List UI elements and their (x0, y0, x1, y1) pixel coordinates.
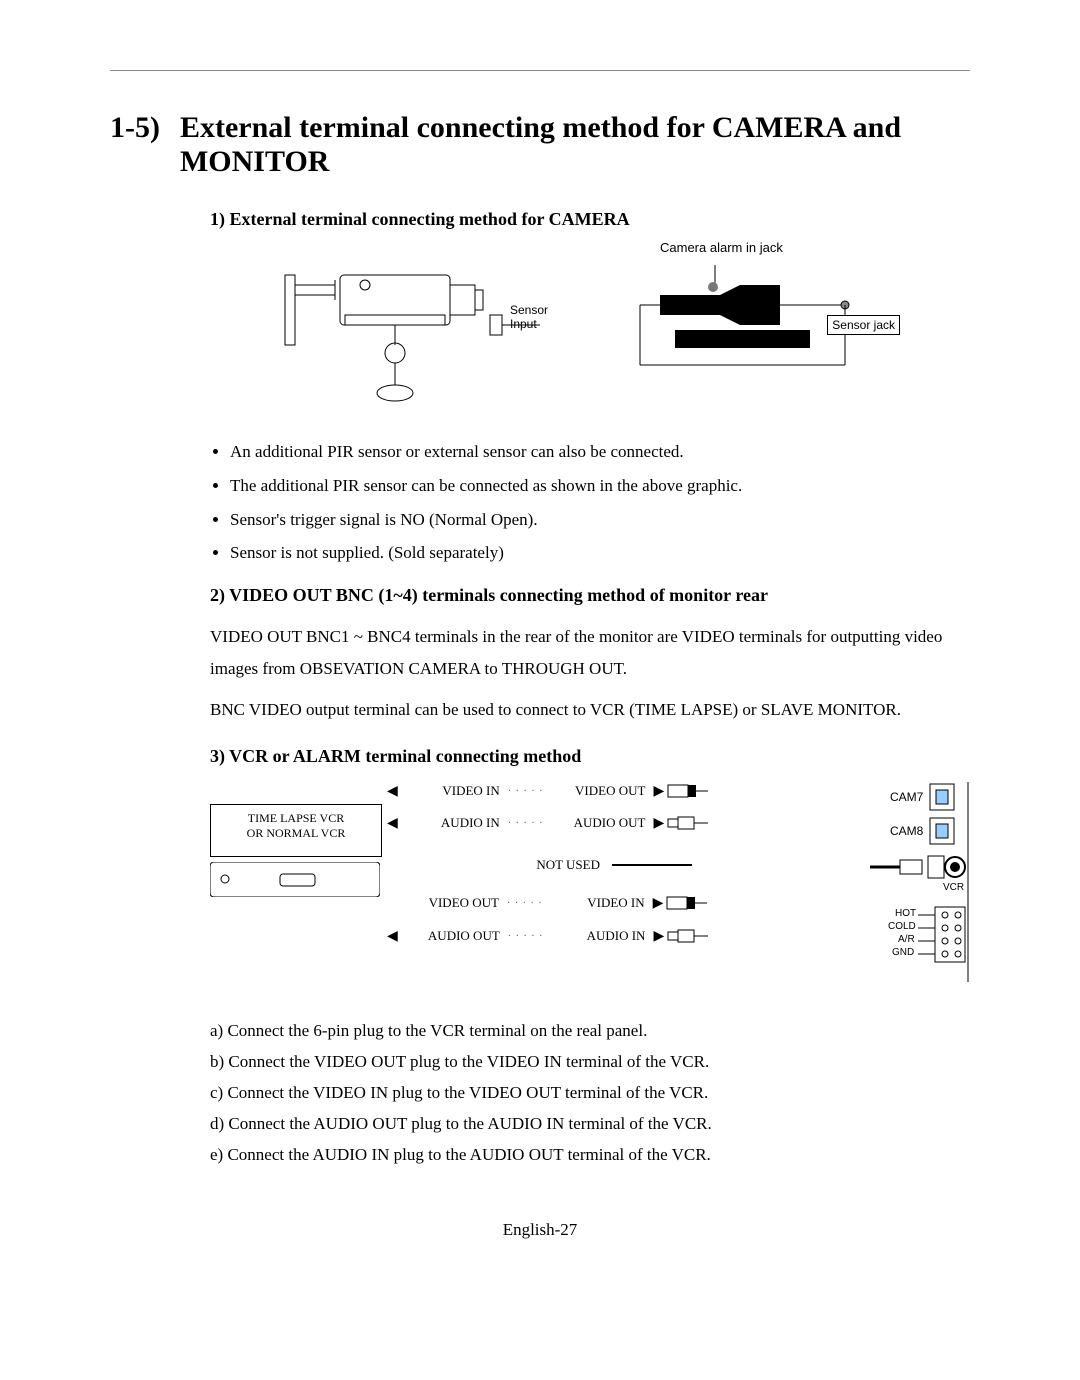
dots: · · · · · (508, 818, 544, 829)
page-footer: English-27 (110, 1220, 970, 1240)
sub3-heading: 3) VCR or ALARM terminal connecting meth… (210, 746, 970, 767)
vcr-device (210, 862, 380, 897)
step-a: a) Connect the 6-pin plug to the VCR ter… (210, 1017, 970, 1046)
vcr-device-svg (210, 862, 380, 897)
sig-row-notused: NOT USED (510, 857, 692, 873)
jack-diagram: Camera alarm in jack Sensor jac (620, 245, 900, 415)
sig-audio-in2: AUDIO IN (545, 928, 651, 944)
arrow-left-icon: ◀ (387, 928, 398, 945)
rca-plug-icon (666, 782, 711, 800)
sig-row-audio-1: ◀ AUDIO IN · · · · · AUDIO OUT ▶ (385, 814, 711, 832)
arrow-right-icon: ▶ (653, 783, 664, 800)
sig-audio-out: AUDIO OUT (545, 815, 651, 831)
camera-alarm-label: Camera alarm in jack (660, 240, 783, 255)
arrow-left-icon: ◀ (387, 783, 398, 800)
cam7-label: CAM7 (890, 790, 923, 804)
line (612, 864, 692, 866)
rear-panel: CAM7 CAM8 VCR HOT COLD A/R GND (840, 782, 970, 982)
rca-plug-icon (665, 894, 710, 912)
camera-diagram-row: Sensor Input Camera alarm in jack (210, 245, 970, 415)
vcr-label: VCR (943, 882, 964, 893)
sub1-bullets: An additional PIR sensor or external sen… (210, 440, 970, 565)
vcr-label-box: TIME LAPSE VCR OR NORMAL VCR (210, 804, 382, 857)
sub3-steps: a) Connect the 6-pin plug to the VCR ter… (210, 1017, 970, 1169)
sig-audio-out2: AUDIO OUT (400, 928, 506, 944)
step-b: b) Connect the VIDEO OUT plug to the VID… (210, 1048, 970, 1077)
vcr-box-line2: OR NORMAL VCR (211, 826, 381, 841)
mini-plug-icon (666, 814, 711, 832)
list-item: Sensor's trigger signal is NO (Normal Op… (230, 508, 970, 532)
list-item: Sensor is not supplied. (Sold separately… (230, 541, 970, 565)
arrow-right-icon: ▶ (653, 928, 664, 945)
sensor-input-label-1: Sensor (510, 303, 548, 317)
step-d: d) Connect the AUDIO OUT plug to the AUD… (210, 1110, 970, 1139)
sig-video-out: VIDEO OUT (545, 783, 651, 799)
section-title: 1-5) External terminal connecting method… (110, 111, 970, 179)
sig-row-video-1: ◀ VIDEO IN · · · · · VIDEO OUT ▶ (385, 782, 711, 800)
sig-video-in: VIDEO IN (400, 783, 506, 799)
cam8-label: CAM8 (890, 824, 923, 838)
arrow-left-icon: ◀ (387, 815, 398, 832)
section-heading: External terminal connecting method for … (180, 111, 970, 179)
dots: · · · · · (507, 898, 543, 909)
dots: · · · · · (508, 786, 544, 797)
sub2-heading: 2) VIDEO OUT BNC (1~4) terminals connect… (210, 585, 970, 606)
sub2-para2: BNC VIDEO output terminal can be used to… (210, 694, 970, 726)
sub1-heading: 1) External terminal connecting method f… (210, 209, 970, 230)
step-e: e) Connect the AUDIO IN plug to the AUDI… (210, 1141, 970, 1170)
list-item: An additional PIR sensor or external sen… (230, 440, 970, 464)
divider-top (110, 70, 970, 71)
sig-row-audio-2: ◀ AUDIO OUT · · · · · AUDIO IN ▶ (385, 927, 711, 945)
sensor-input-label-2: Input (510, 317, 537, 331)
dots: · · · · · (508, 931, 544, 942)
section-number: 1-5) (110, 111, 160, 179)
sensor-jack-label: Sensor jack (827, 315, 900, 335)
camera-diagram: Sensor Input (280, 245, 580, 415)
arrow-right-icon: ▶ (653, 815, 664, 832)
cold-label: COLD (888, 921, 916, 932)
hot-label: HOT (895, 908, 916, 919)
vcr-diagram: TIME LAPSE VCR OR NORMAL VCR ◀ VIDEO IN … (210, 782, 970, 992)
vcr-box-line1: TIME LAPSE VCR (211, 811, 381, 826)
gnd-label: GND (892, 947, 914, 958)
sig-video-out2: VIDEO OUT (399, 895, 505, 911)
arrow-right-icon: ▶ (653, 895, 664, 912)
sig-video-in2: VIDEO IN (545, 895, 651, 911)
sig-not-used: NOT USED (510, 857, 606, 873)
sig-row-video-2: VIDEO OUT · · · · · VIDEO IN ▶ (385, 894, 710, 912)
step-c: c) Connect the VIDEO IN plug to the VIDE… (210, 1079, 970, 1108)
ar-label: A/R (898, 934, 915, 945)
sig-audio-in: AUDIO IN (400, 815, 506, 831)
sub2-para1: VIDEO OUT BNC1 ~ BNC4 terminals in the r… (210, 621, 970, 686)
mini-plug-icon (666, 927, 711, 945)
list-item: The additional PIR sensor can be connect… (230, 474, 970, 498)
